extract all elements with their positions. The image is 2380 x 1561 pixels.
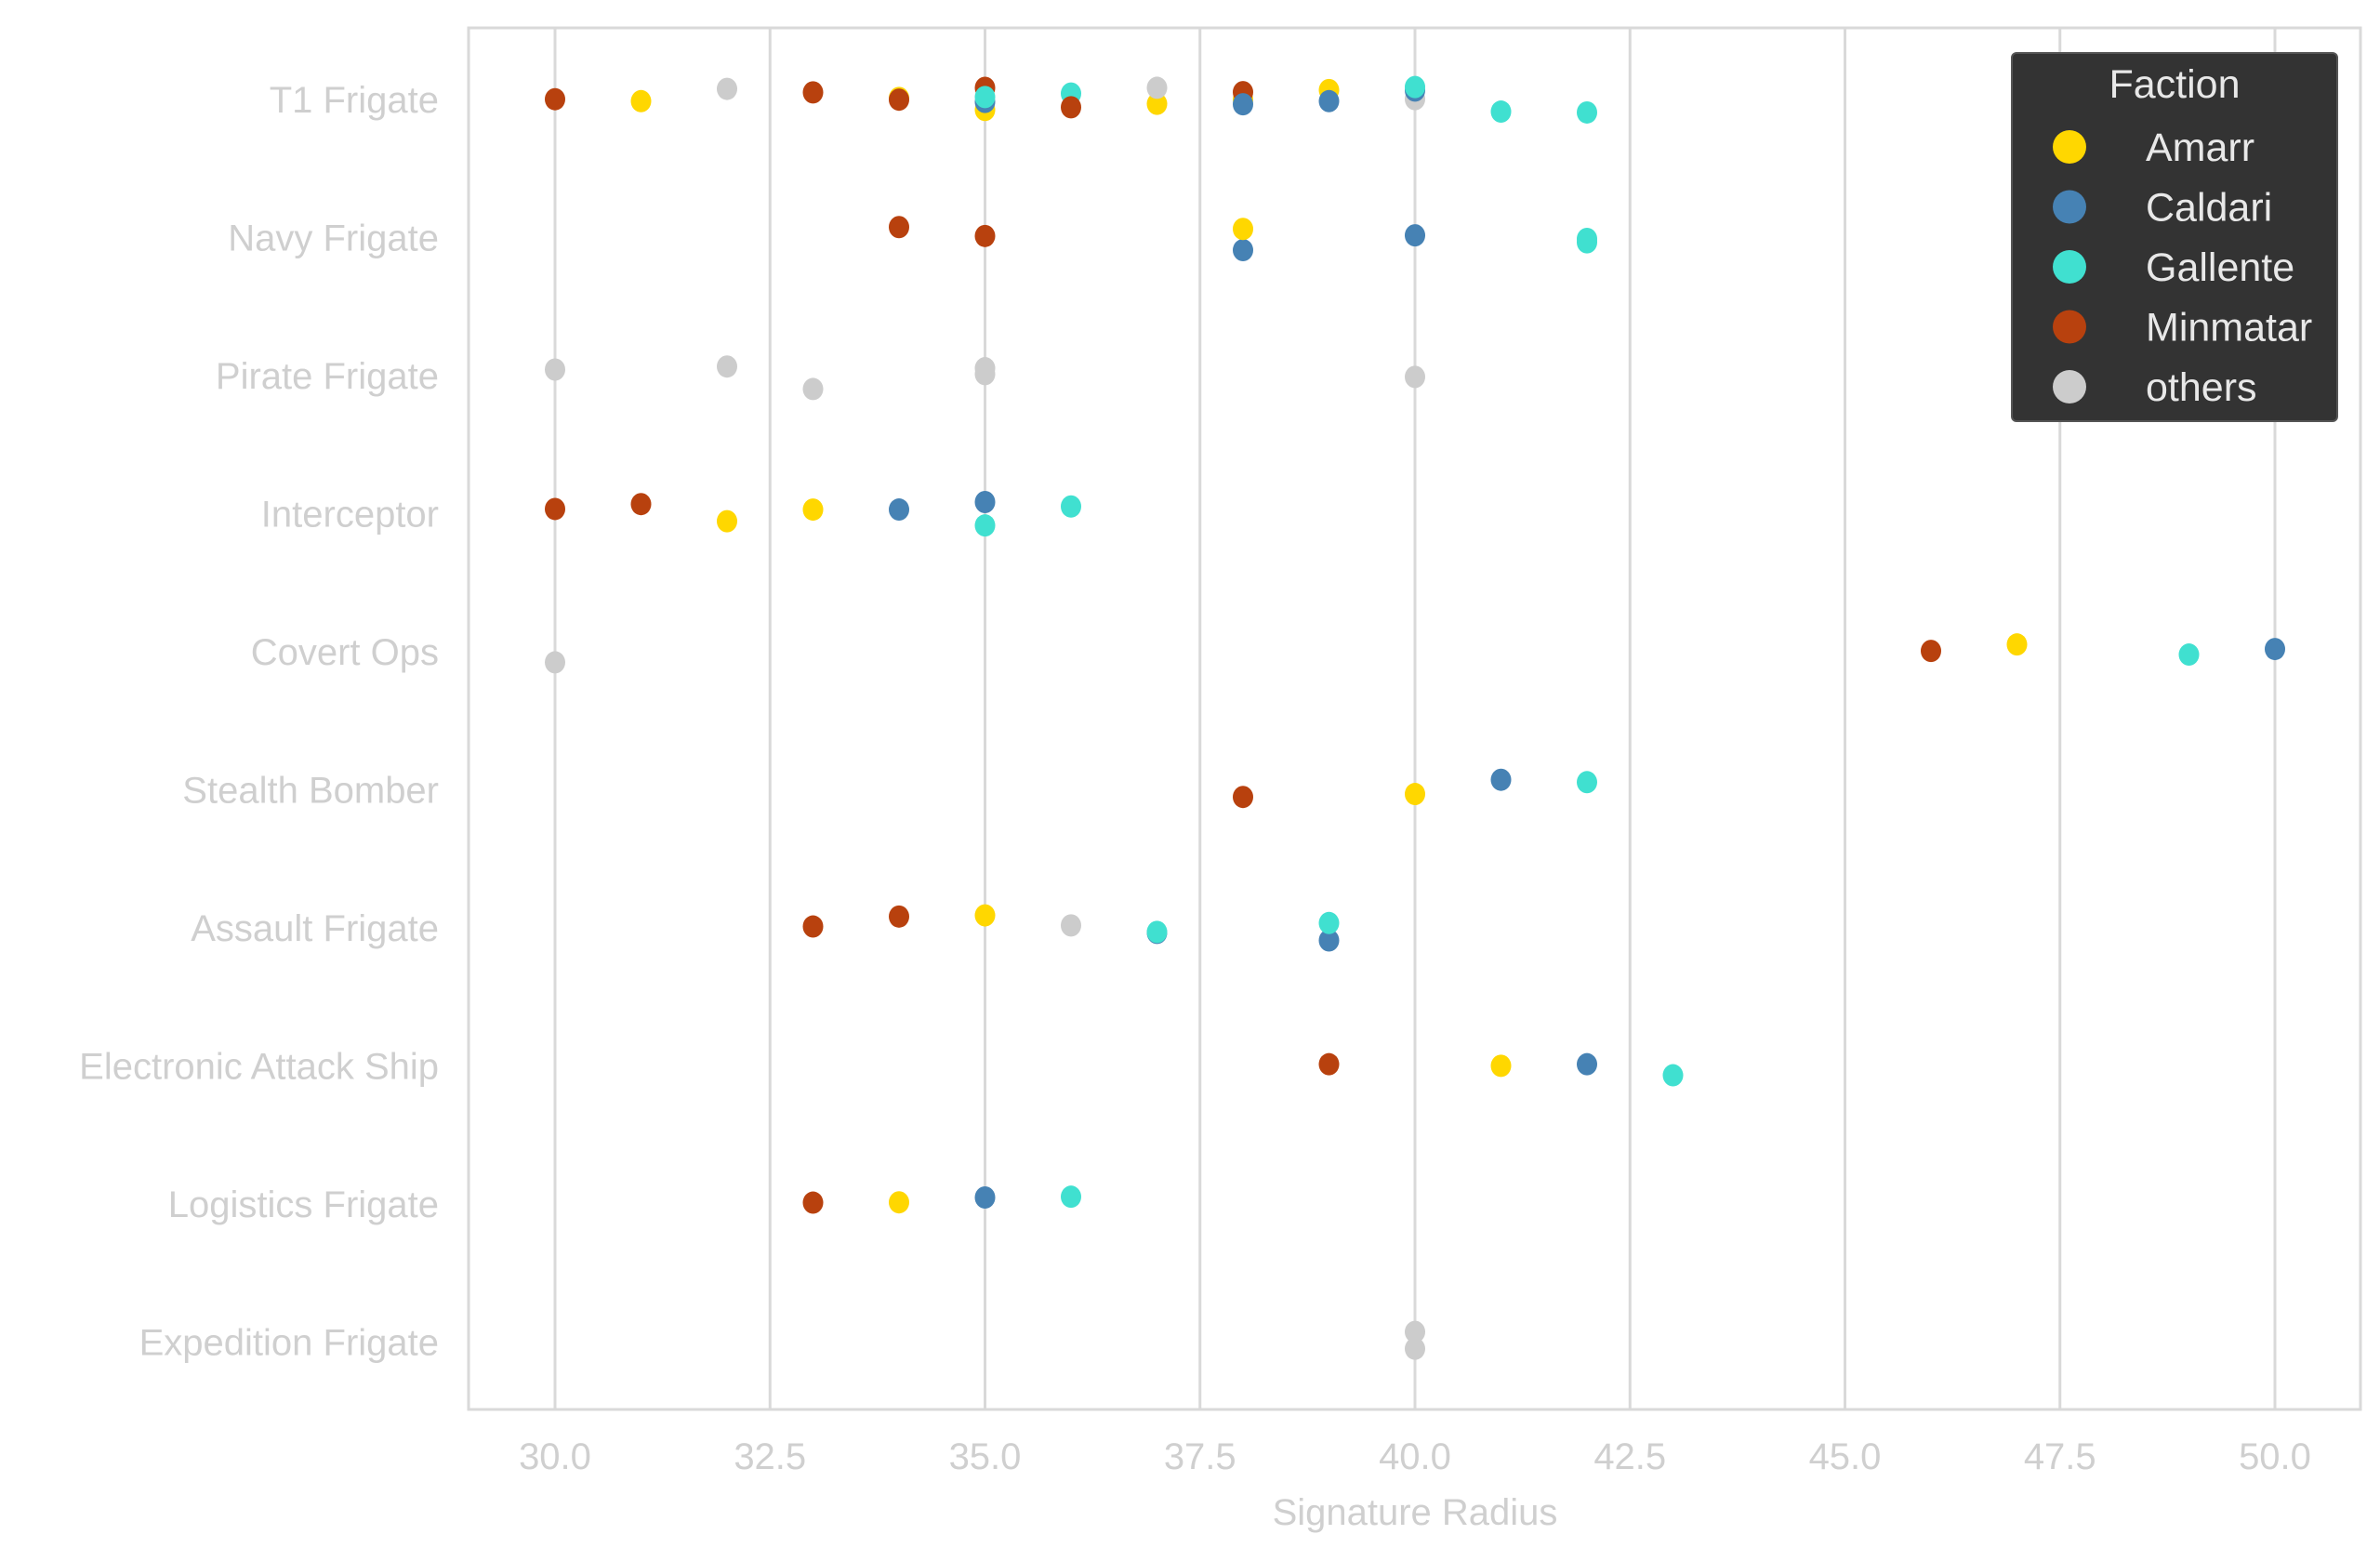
x-tick-label: 40.0 — [1379, 1436, 1451, 1477]
point-gallente — [1061, 1185, 1081, 1209]
point-amarr — [2006, 633, 2028, 656]
point-others — [1405, 1337, 1425, 1360]
legend-label: Gallente — [2146, 245, 2294, 290]
y-tick-label: Pirate Frigate — [216, 356, 439, 397]
point-others — [545, 651, 565, 674]
point-caldari — [974, 491, 996, 514]
point-amarr — [1146, 92, 1168, 115]
y-tick-label: Electronic Attack Ship — [79, 1047, 439, 1088]
y-tick-label: Expedition Frigate — [139, 1323, 439, 1364]
point-minmatar — [802, 81, 824, 104]
point-minmatar — [1061, 96, 1081, 119]
point-others — [974, 357, 996, 380]
point-gallente — [974, 514, 996, 537]
point-amarr — [1490, 1054, 1512, 1078]
legend-entries: Amarr Caldari Gallente Minmatar others — [2053, 126, 2312, 410]
point-gallente — [1146, 920, 1168, 944]
x-tick-label: 42.5 — [1593, 1436, 1666, 1477]
legend: Faction Amarr Caldari Gallente Minmatar othe… — [2011, 52, 2338, 422]
point-others — [717, 77, 737, 100]
point-gallente — [2178, 643, 2200, 667]
x-tick-label: 45.0 — [1809, 1436, 1882, 1477]
point-others — [1405, 365, 1425, 389]
legend-label: Minmatar — [2146, 306, 2312, 351]
y-tick-label: Logistics Frigate — [168, 1184, 439, 1225]
gridlines — [553, 28, 2277, 1409]
point-gallente — [974, 86, 996, 109]
point-caldari — [1318, 89, 1340, 112]
point-caldari — [1405, 224, 1425, 247]
point-caldari — [2265, 638, 2285, 661]
point-amarr — [974, 904, 996, 927]
point-amarr — [1233, 218, 1253, 241]
point-others — [1061, 914, 1081, 937]
point-minmatar — [974, 224, 996, 247]
point-amarr — [1405, 783, 1425, 806]
y-tick-label: Assault Frigate — [191, 908, 439, 949]
point-minmatar — [889, 905, 909, 928]
y-tick-label: Interceptor — [261, 495, 439, 536]
point-minmatar — [802, 915, 824, 938]
legend-marker-minmatar — [2053, 310, 2086, 344]
point-gallente — [1577, 771, 1597, 794]
point-gallente — [1318, 911, 1340, 934]
x-tick-label: 50.0 — [2239, 1436, 2311, 1477]
point-amarr — [889, 1191, 909, 1214]
point-minmatar — [545, 87, 565, 111]
x-tick-labels: 30.0 32.5 35.0 37.5 40.0 42.5 45.0 47.5 50.0 — [519, 1436, 2311, 1477]
point-amarr — [717, 509, 737, 533]
legend-marker-others — [2053, 370, 2086, 403]
point-others — [1405, 1320, 1425, 1343]
point-minmatar — [630, 493, 652, 516]
point-others — [717, 355, 737, 378]
legend-title: Faction — [2109, 62, 2240, 107]
point-caldari — [1577, 1052, 1597, 1076]
data-points — [545, 75, 2285, 1360]
plot-frame — [467, 26, 2362, 1411]
legend-marker-gallente — [2053, 250, 2086, 284]
x-tick-label: 35.0 — [949, 1436, 1022, 1477]
point-amarr — [630, 89, 652, 112]
point-others — [545, 358, 565, 381]
point-minmatar — [889, 216, 909, 239]
x-tick-label: 30.0 — [519, 1436, 591, 1477]
y-tick-label: Navy Frigate — [228, 218, 439, 259]
legend-label: others — [2146, 365, 2257, 410]
point-amarr — [802, 498, 824, 522]
point-minmatar — [802, 1191, 824, 1214]
point-gallente — [1061, 495, 1081, 518]
point-minmatar — [1318, 1052, 1340, 1076]
y-tick-label: Stealth Bomber — [182, 771, 439, 812]
point-gallente — [1577, 100, 1597, 124]
point-gallente — [1405, 75, 1425, 99]
point-others — [802, 377, 824, 401]
legend-marker-caldari — [2053, 190, 2086, 224]
y-tick-label: Covert Ops — [251, 632, 439, 673]
point-gallente — [1662, 1064, 1684, 1087]
legend-label: Caldari — [2146, 186, 2272, 231]
point-caldari — [1233, 93, 1253, 116]
point-gallente — [1577, 231, 1597, 254]
x-axis-label: Signature Radius — [1273, 1492, 1558, 1533]
point-minmatar — [1233, 786, 1253, 809]
point-caldari — [974, 1185, 996, 1209]
x-tick-label: 37.5 — [1164, 1436, 1236, 1477]
point-caldari — [1233, 239, 1253, 262]
point-caldari — [1318, 929, 1340, 952]
point-caldari — [889, 498, 909, 522]
point-minmatar — [545, 497, 565, 521]
point-others — [1146, 76, 1168, 99]
legend-marker-amarr — [2053, 130, 2086, 164]
legend-label: Amarr — [2146, 126, 2254, 170]
y-tick-label: T1 Frigate — [270, 80, 439, 121]
x-tick-label: 32.5 — [734, 1436, 806, 1477]
point-minmatar — [889, 88, 909, 112]
y-tick-labels: T1 Frigate Navy Frigate Pirate Frigate Inte… — [79, 80, 439, 1364]
point-caldari — [1490, 768, 1512, 791]
x-tick-label: 47.5 — [2024, 1436, 2096, 1477]
legend-box — [2011, 52, 2338, 422]
point-gallente — [1490, 100, 1512, 124]
point-minmatar — [1921, 640, 1941, 663]
